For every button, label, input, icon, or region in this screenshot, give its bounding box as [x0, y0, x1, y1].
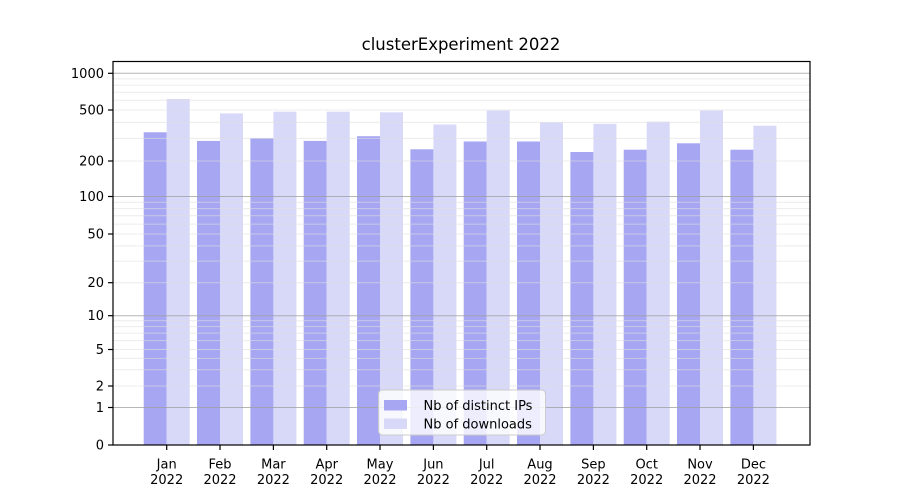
x-tick-year-jan: 2022 — [150, 473, 183, 488]
y-tick-label-1000: 1000 — [71, 67, 104, 82]
axes-layer: 01251020501002005001000Jan2022Feb2022Mar… — [71, 60, 811, 488]
bar-downloads-jun — [433, 124, 457, 445]
bar-ips-jun — [410, 149, 434, 446]
x-tick-year-jul: 2022 — [470, 473, 503, 488]
x-tick-label-oct: Oct — [635, 458, 657, 473]
bar-ips-jan — [143, 132, 167, 446]
x-tick-label-nov: Nov — [687, 458, 713, 473]
legend-label-ips: Nb of distinct IPs — [424, 399, 533, 414]
x-tick-label-jun: Jun — [422, 458, 443, 473]
x-tick-label-may: May — [367, 458, 394, 473]
y-tick-label-0: 0 — [96, 439, 104, 454]
x-tick-year-nov: 2022 — [683, 473, 716, 488]
y-tick-label-10: 10 — [87, 309, 104, 324]
x-tick-label-apr: Apr — [315, 458, 338, 473]
x-tick-label-aug: Aug — [527, 458, 552, 473]
x-tick-year-oct: 2022 — [630, 473, 663, 488]
x-tick-label-jul: Jul — [478, 458, 495, 473]
bar-ips-nov — [677, 143, 700, 446]
bar-ips-jul — [463, 141, 487, 445]
legend-box — [378, 389, 546, 436]
x-tick-year-may: 2022 — [363, 473, 396, 488]
y-tick-label-5: 5 — [96, 343, 104, 358]
bar-ips-mar — [250, 138, 274, 445]
bar-ips-apr — [303, 140, 327, 445]
bar-ips-sep — [570, 152, 594, 445]
legend-swatch-ips — [384, 400, 407, 411]
bar-downloads-aug — [540, 122, 563, 446]
bar-ips-dec — [730, 149, 754, 445]
bar-ips-oct — [623, 149, 647, 445]
legend-swatch-downloads — [384, 418, 407, 429]
x-tick-label-jan: Jan — [156, 458, 177, 473]
bar-downloads-dec — [753, 125, 777, 445]
legend: Nb of distinct IPs Nb of downloads — [378, 389, 546, 436]
y-tick-label-2: 2 — [96, 380, 104, 395]
x-tick-year-apr: 2022 — [310, 473, 343, 488]
y-tick-label-1: 1 — [96, 401, 104, 416]
x-tick-label-feb: Feb — [208, 458, 231, 473]
x-tick-year-aug: 2022 — [523, 473, 556, 488]
bar-downloads-mar — [273, 111, 297, 445]
y-tick-label-20: 20 — [87, 276, 104, 291]
bar-downloads-apr — [326, 111, 350, 445]
grid-layer — [113, 72, 810, 408]
x-tick-year-jun: 2022 — [417, 473, 450, 488]
y-tick-label-500: 500 — [79, 104, 104, 119]
bar-downloads-jul — [486, 110, 510, 445]
bar-downloads-oct — [646, 121, 670, 445]
y-tick-label-200: 200 — [79, 155, 104, 170]
chart-title: clusterExperiment 2022 — [362, 35, 561, 54]
bar-downloads-feb — [220, 113, 243, 446]
x-tick-year-sep: 2022 — [577, 473, 610, 488]
y-tick-label-100: 100 — [79, 190, 104, 205]
x-tick-year-dec: 2022 — [737, 473, 770, 488]
bar-ips-feb — [197, 140, 220, 445]
bar-downloads-jan — [166, 99, 190, 445]
x-tick-label-sep: Sep — [581, 458, 606, 473]
bars-layer — [143, 99, 777, 446]
bar-downloads-nov — [700, 110, 723, 445]
bar-downloads-sep — [593, 123, 617, 446]
plot-border — [112, 60, 811, 446]
bar-ips-aug — [517, 141, 540, 445]
legend-label-downloads: Nb of downloads — [424, 418, 533, 433]
x-tick-year-mar: 2022 — [257, 473, 290, 488]
x-tick-label-dec: Dec — [741, 458, 766, 473]
x-tick-year-feb: 2022 — [203, 473, 236, 488]
bar-downloads-may — [380, 112, 403, 446]
y-tick-label-50: 50 — [87, 228, 104, 243]
bar-ips-may — [357, 136, 380, 445]
x-tick-label-mar: Mar — [261, 458, 286, 473]
